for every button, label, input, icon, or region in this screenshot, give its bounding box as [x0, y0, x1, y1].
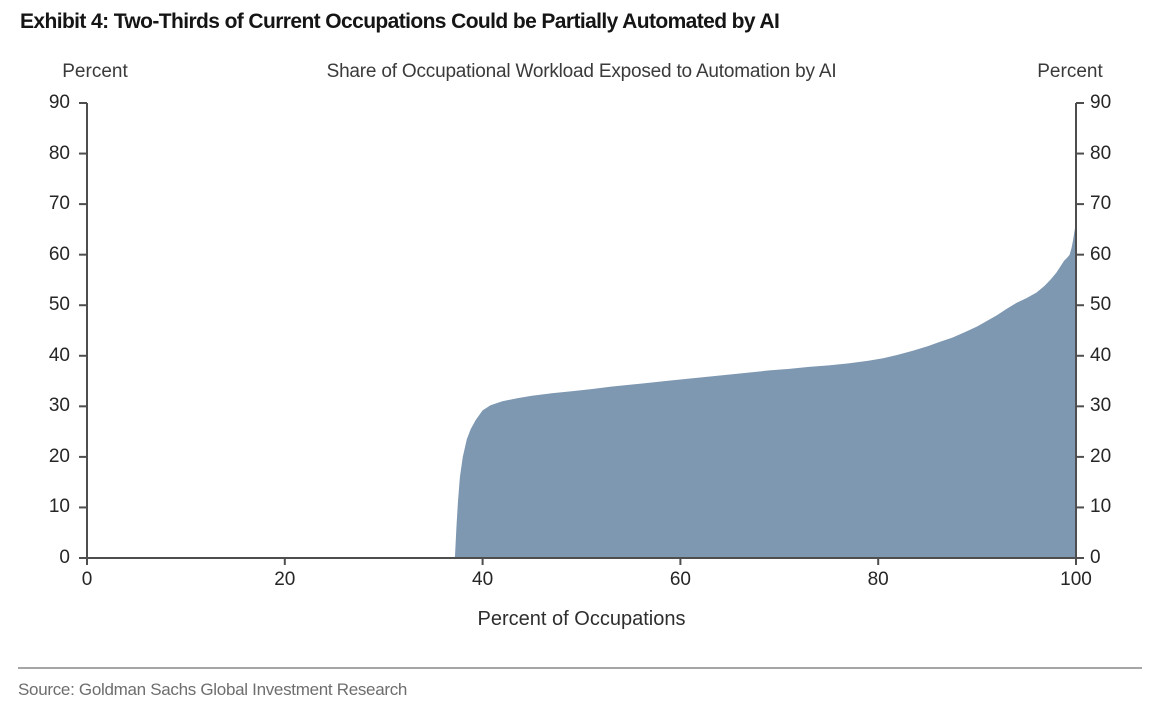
y-axis-tick-label: 20: [1090, 445, 1112, 467]
x-axis-tick-label: 40: [472, 569, 494, 590]
y-axis-tick-label: 20: [48, 445, 70, 467]
chart-title: Share of Occupational Workload Exposed t…: [326, 61, 837, 82]
x-axis-tick-label: 20: [274, 569, 296, 590]
area-series-fill: [87, 221, 1076, 559]
y-axis-tick-label: 60: [1090, 243, 1112, 265]
y-axis-tick-label: 90: [48, 92, 70, 113]
y-axis-tick-label: 0: [59, 547, 70, 568]
y-axis-tick-label: 50: [1090, 294, 1112, 316]
exhibit-title: Exhibit 4: Two-Thirds of Current Occupat…: [20, 10, 780, 33]
y-axis-tick-label: 90: [1090, 92, 1112, 113]
x-axis-tick-label: 80: [867, 569, 889, 590]
y-axis-tick-label: 30: [1090, 395, 1112, 417]
y-axis-tick-label: 60: [48, 243, 70, 265]
footer-divider: [18, 667, 1142, 669]
source-text: Source: Goldman Sachs Global Investment …: [18, 680, 408, 699]
y-axis-right-title: Percent: [1037, 61, 1103, 82]
y-axis-tick-label: 0: [1090, 547, 1101, 568]
y-axis-tick-label: 80: [48, 142, 70, 164]
chart-axes: [79, 102, 1084, 565]
x-axis-tick-label: 0: [81, 569, 93, 590]
y-axis-tick-label: 30: [48, 395, 70, 417]
y-axis-tick-label: 80: [1090, 142, 1112, 164]
x-axis-tick-label: 100: [1060, 569, 1092, 590]
x-axis-tick-label: 60: [669, 569, 691, 590]
y-axis-tick-label: 10: [1090, 496, 1112, 518]
y-axis-tick-label: 70: [48, 193, 70, 215]
y-axis-tick-label: 10: [48, 496, 70, 518]
y-axis-tick-label: 50: [48, 294, 70, 316]
x-axis-title: Percent of Occupations: [477, 608, 686, 630]
y-axis-left-title: Percent: [62, 61, 128, 82]
y-axis-tick-label: 40: [1090, 344, 1112, 366]
y-axis-tick-label: 40: [48, 344, 70, 366]
y-axis-tick-label: 70: [1090, 193, 1112, 215]
